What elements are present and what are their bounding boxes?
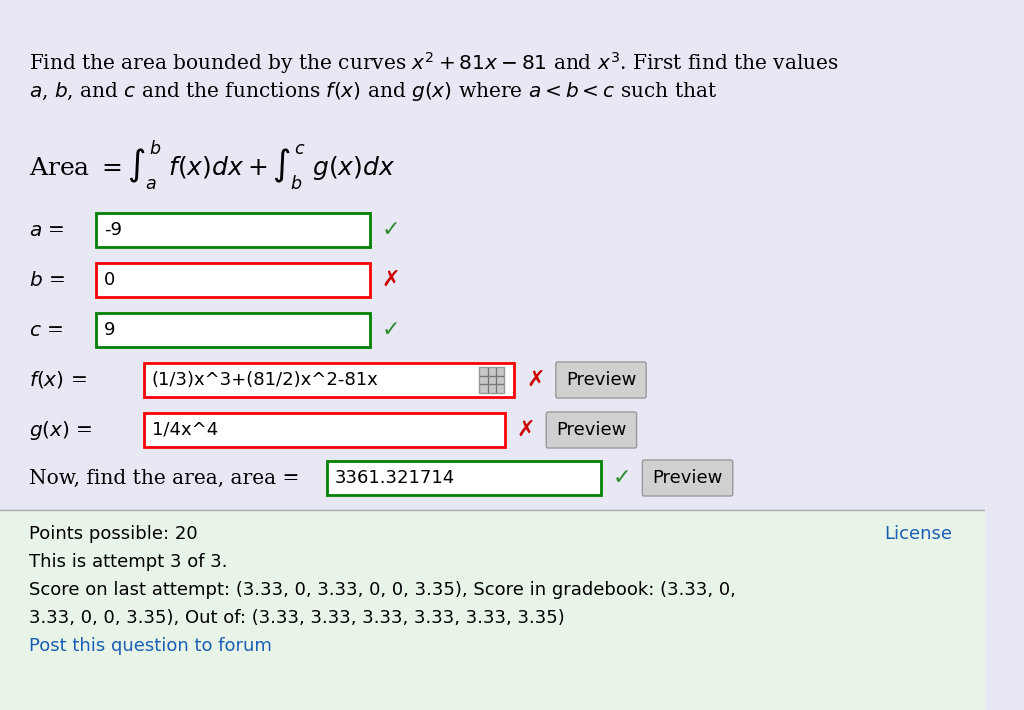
Text: Score on last attempt: (3.33, 0, 3.33, 0, 0, 3.35), Score in gradebook: (3.33, 0: Score on last attempt: (3.33, 0, 3.33, 0… [29,581,735,599]
Text: 3361.321714: 3361.321714 [335,469,455,487]
Text: Preview: Preview [556,421,627,439]
Text: This is attempt 3 of 3.: This is attempt 3 of 3. [29,553,227,571]
Text: Find the area bounded by the curves $x^2 + 81x - 81$ and $x^3$. First find the v: Find the area bounded by the curves $x^2… [29,50,839,76]
FancyBboxPatch shape [144,413,505,447]
Text: ✗: ✗ [516,420,535,440]
Text: Post this question to forum: Post this question to forum [29,637,271,655]
FancyBboxPatch shape [96,313,371,347]
Text: 1/4x^4: 1/4x^4 [152,421,218,439]
Text: $b$ =: $b$ = [29,271,65,290]
Text: ✗: ✗ [382,270,400,290]
Text: ✓: ✓ [612,468,631,488]
Text: ✗: ✗ [526,370,545,390]
FancyBboxPatch shape [642,460,733,496]
Text: 9: 9 [103,321,116,339]
FancyBboxPatch shape [96,263,371,297]
FancyBboxPatch shape [144,363,514,397]
Text: $f(x)$ =: $f(x)$ = [29,369,87,390]
FancyBboxPatch shape [546,412,637,448]
FancyBboxPatch shape [327,461,601,495]
Text: $a$, $b$, and $c$ and the functions $f(x)$ and $g(x)$ where $a < b < c$ such tha: $a$, $b$, and $c$ and the functions $f(x… [29,80,717,103]
Text: ✓: ✓ [382,220,400,240]
Text: License: License [884,525,952,543]
Text: Points possible: 20: Points possible: 20 [29,525,198,543]
Text: (1/3)x^3+(81/2)x^2-81x: (1/3)x^3+(81/2)x^2-81x [152,371,379,389]
Text: $g(x)$ =: $g(x)$ = [29,418,92,442]
FancyBboxPatch shape [556,362,646,398]
Text: Area $= \int_a^b\ f(x)dx + \int_b^c\ g(x)dx$: Area $= \int_a^b\ f(x)dx + \int_b^c\ g(x… [29,138,395,192]
Text: ✓: ✓ [382,320,400,340]
Text: Preview: Preview [652,469,723,487]
Text: $c$ =: $c$ = [29,320,63,339]
Text: 0: 0 [103,271,115,289]
Text: $a$ =: $a$ = [29,221,65,239]
FancyBboxPatch shape [479,367,504,393]
FancyBboxPatch shape [0,510,985,710]
Text: 3.33, 0, 0, 3.35), Out of: (3.33, 3.33, 3.33, 3.33, 3.33, 3.35): 3.33, 0, 0, 3.35), Out of: (3.33, 3.33, … [29,609,564,627]
FancyBboxPatch shape [96,213,371,247]
FancyBboxPatch shape [0,0,985,510]
Text: Preview: Preview [566,371,636,389]
Text: -9: -9 [103,221,122,239]
Text: Now, find the area, area =: Now, find the area, area = [29,469,299,488]
